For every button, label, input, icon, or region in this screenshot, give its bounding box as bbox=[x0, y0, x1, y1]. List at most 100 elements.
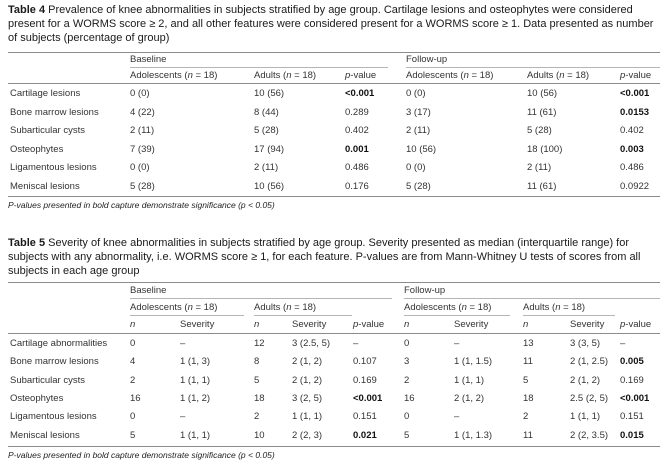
table4-row-2-cell-0: 2 (11) bbox=[130, 125, 155, 136]
table5-colhead-2: n bbox=[254, 319, 260, 330]
table4-row-1-cell-4: 11 (61) bbox=[527, 106, 557, 118]
table4-row-2-cell-3: 2 (11) bbox=[406, 125, 431, 136]
table4-row-0-cell-1: 10 (56) bbox=[254, 88, 285, 99]
table4-row-5-cell-0: 5 (28) bbox=[130, 180, 155, 192]
table5-row-3-cell-4: <0.001 bbox=[353, 392, 383, 404]
table5-row-2-cell-5: 2 bbox=[404, 374, 410, 386]
table5-row-2-cell-4: 0.169 bbox=[353, 374, 377, 386]
table5-sub-rule-3 bbox=[404, 315, 510, 316]
table5-row-1-cell-9: 0.005 bbox=[620, 356, 644, 368]
table5-row-1-cell-8: 2 (1, 2.5) bbox=[570, 356, 609, 368]
table5-row-0-cell-2: 12 bbox=[254, 338, 265, 349]
table5-row-5-cell-3: 2 (2, 3) bbox=[292, 429, 323, 441]
table4-row-5-cell-3: 5 (28) bbox=[406, 180, 431, 192]
table4-row-4-cell-1: 2 (11) bbox=[254, 162, 279, 173]
table4-row-4-cell-3: 0 (0) bbox=[406, 162, 426, 173]
table5-row-1-cell-2: 8 bbox=[254, 356, 260, 368]
table5-row-5-cell-2: 10 bbox=[254, 429, 265, 441]
table4-row-3-cell-1: 17 (94) bbox=[254, 143, 285, 155]
table5-row-2-cell-2: 5 bbox=[254, 374, 260, 386]
table5-row-4-cell-7: 2 bbox=[523, 411, 529, 423]
table4-row-1-cell-2: 0.289 bbox=[345, 106, 369, 118]
table4-row-2-cell-1: 5 (28) bbox=[254, 125, 279, 136]
table4-bottom-rule bbox=[8, 196, 660, 197]
table5-row-0-label: Cartilage abnormalities bbox=[10, 338, 108, 349]
table4-row-1-cell-0: 4 (22) bbox=[130, 106, 155, 118]
table5-row-2-label: Subarticular cysts bbox=[10, 374, 85, 386]
table5-row-5-cell-5: 5 bbox=[404, 429, 410, 441]
table4-group-followup: Follow-up bbox=[406, 54, 448, 65]
table5-row-5-cell-6: 1 (1, 1.3) bbox=[454, 429, 493, 441]
table4-row-4-label: Ligamentous lesions bbox=[10, 162, 97, 173]
table4-colhead-4: Adults (n = 18) bbox=[527, 70, 590, 81]
table4-colhead-3: Adolescents (n = 18) bbox=[406, 70, 494, 81]
table4-top-rule bbox=[8, 52, 660, 53]
table4-row-3-cell-3: 10 (56) bbox=[406, 143, 437, 155]
table4-row-0-cell-3: 0 (0) bbox=[406, 88, 426, 99]
table4-row-0-cell-5: <0.001 bbox=[620, 88, 650, 99]
table5-row-1-cell-6: 1 (1, 1.5) bbox=[454, 356, 493, 368]
table5-row-3-cell-0: 16 bbox=[130, 392, 141, 404]
table5-row-0-cell-0: 0 bbox=[130, 338, 136, 349]
table4-row-3-cell-2: 0.001 bbox=[345, 143, 369, 155]
table4-row-1-cell-3: 3 (17) bbox=[406, 106, 431, 118]
table5-caption-line-2: subjects with any abnormality, i.e. WORM… bbox=[8, 251, 641, 263]
table5-subhead-3: Adults (n = 18) bbox=[523, 302, 586, 313]
table5-group-baseline: Baseline bbox=[130, 285, 167, 296]
table4-row-5-cell-5: 0.0922 bbox=[620, 180, 650, 192]
table4-row-3-cell-5: 0.003 bbox=[620, 143, 644, 155]
table5-row-1-label: Bone marrow lesions bbox=[10, 356, 99, 368]
table5-caption-line-3: subjects in each age group bbox=[8, 265, 140, 277]
table5-row-3-cell-6: 2 (1, 2) bbox=[454, 392, 485, 404]
table5-row-4-label: Ligamentous lesions bbox=[10, 411, 97, 423]
table5-group-followup: Follow-up bbox=[404, 285, 446, 296]
table5-title: Table 5 bbox=[8, 237, 46, 249]
table5-colhead-8: Severity bbox=[570, 319, 605, 330]
table5-row-0-cell-4: – bbox=[353, 338, 359, 349]
table5-followup-rule bbox=[404, 298, 660, 299]
table5-colhead-5: n bbox=[404, 319, 410, 330]
table4-row-3-cell-4: 18 (100) bbox=[527, 143, 563, 155]
table5-colhead-6: Severity bbox=[454, 319, 489, 330]
table5-row-1-cell-4: 0.107 bbox=[353, 356, 377, 368]
table5-colhead-9: p-value bbox=[620, 319, 652, 330]
table4-caption-line-3: of subjects (percentage of group) bbox=[8, 32, 170, 44]
table5-row-3-cell-1: 1 (1, 2) bbox=[180, 392, 211, 404]
table4-header-rule bbox=[8, 83, 660, 84]
table4-row-5-label: Meniscal lesions bbox=[10, 180, 80, 192]
table5-colhead-4: p-value bbox=[353, 319, 385, 330]
table4-followup-rule bbox=[406, 67, 660, 68]
table5-row-4-cell-9: 0.151 bbox=[620, 411, 644, 423]
table5-row-4-cell-2: 2 bbox=[254, 411, 260, 423]
table5-row-1-cell-5: 3 bbox=[404, 356, 410, 368]
table4-baseline-rule bbox=[130, 67, 388, 68]
table4-row-2-cell-2: 0.402 bbox=[345, 125, 369, 136]
table4-row-2-cell-4: 5 (28) bbox=[527, 125, 552, 136]
table5-row-4-cell-3: 1 (1, 1) bbox=[292, 411, 323, 423]
table5-sub-rule-1 bbox=[130, 315, 244, 316]
table4-caption-line-1: Prevalence of knee abnormalities in subj… bbox=[48, 4, 633, 16]
table4-footnote: P-values presented in bold capture demon… bbox=[8, 200, 275, 210]
table4-row-0-cell-0: 0 (0) bbox=[130, 88, 150, 99]
table5-row-2-cell-8: 2 (1, 2) bbox=[570, 374, 601, 386]
table4-row-2-label: Subarticular cysts bbox=[10, 125, 85, 136]
table5-row-2-cell-0: 2 bbox=[130, 374, 136, 386]
table4-colhead-5: p-value bbox=[620, 70, 652, 81]
table5-row-0-cell-7: 13 bbox=[523, 338, 534, 349]
table5-row-5-cell-7: 11 bbox=[523, 429, 533, 441]
table5-colhead-7: n bbox=[523, 319, 529, 330]
table5-row-0-cell-6: – bbox=[454, 338, 460, 349]
table5-row-3-cell-8: 2.5 (2, 5) bbox=[570, 392, 609, 404]
table5-row-1-cell-7: 11 bbox=[523, 356, 533, 368]
table4-row-0-label: Cartilage lesions bbox=[10, 88, 81, 99]
table4-row-3-label: Osteophytes bbox=[10, 143, 64, 155]
table4-row-1-cell-1: 8 (44) bbox=[254, 106, 279, 118]
table4-group-baseline: Baseline bbox=[130, 54, 167, 65]
table5-top-rule bbox=[8, 282, 660, 283]
table4-row-4-cell-4: 2 (11) bbox=[527, 162, 552, 173]
table4-title: Table 4 bbox=[8, 4, 46, 16]
table5-subhead-2: Adolescents (n = 18) bbox=[404, 302, 492, 313]
table4-row-1-label: Bone marrow lesions bbox=[10, 106, 99, 118]
table4-caption-line-2: present for a WORMS score ≥ 2, and all o… bbox=[8, 18, 654, 30]
